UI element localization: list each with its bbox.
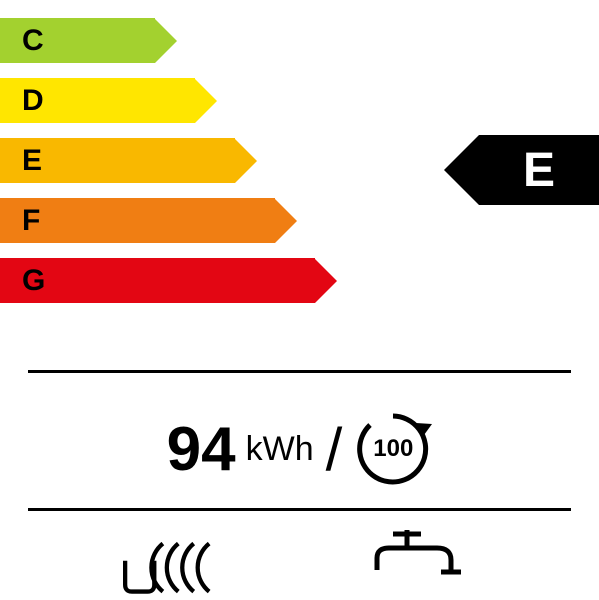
cycles-icon: 100 xyxy=(354,410,432,488)
separator-slash: / xyxy=(326,415,343,484)
bar-f-label: F xyxy=(0,198,275,243)
bar-c-label: C xyxy=(0,18,155,63)
bar-c: C xyxy=(0,18,177,63)
dishes-icon xyxy=(120,530,240,600)
bar-d: D xyxy=(0,78,217,123)
bar-d-tip xyxy=(195,79,217,123)
bar-e-tip xyxy=(235,139,257,183)
energy-label: C D E F G E 94 kWh / xyxy=(0,0,599,599)
bar-d-label: D xyxy=(0,78,195,123)
rating-letter: E xyxy=(479,135,599,205)
bar-g-tip xyxy=(315,259,337,303)
divider-1 xyxy=(28,370,571,373)
bar-f: F xyxy=(0,198,297,243)
divider-2 xyxy=(28,508,571,511)
rating-arrow-tip xyxy=(444,135,479,205)
energy-consumption-row: 94 kWh / 100 xyxy=(0,410,599,488)
bar-f-tip xyxy=(275,199,297,243)
bar-g: G xyxy=(0,258,337,303)
energy-value: 94 xyxy=(167,414,236,485)
rating-indicator: E xyxy=(444,135,599,205)
bar-g-label: G xyxy=(0,258,315,303)
tap-icon xyxy=(359,530,479,600)
feature-icons-row xyxy=(0,530,599,600)
bar-c-tip xyxy=(155,19,177,63)
bar-e: E xyxy=(0,138,257,183)
cycles-count: 100 xyxy=(373,435,413,463)
bar-e-label: E xyxy=(0,138,235,183)
energy-unit: kWh xyxy=(246,430,314,469)
